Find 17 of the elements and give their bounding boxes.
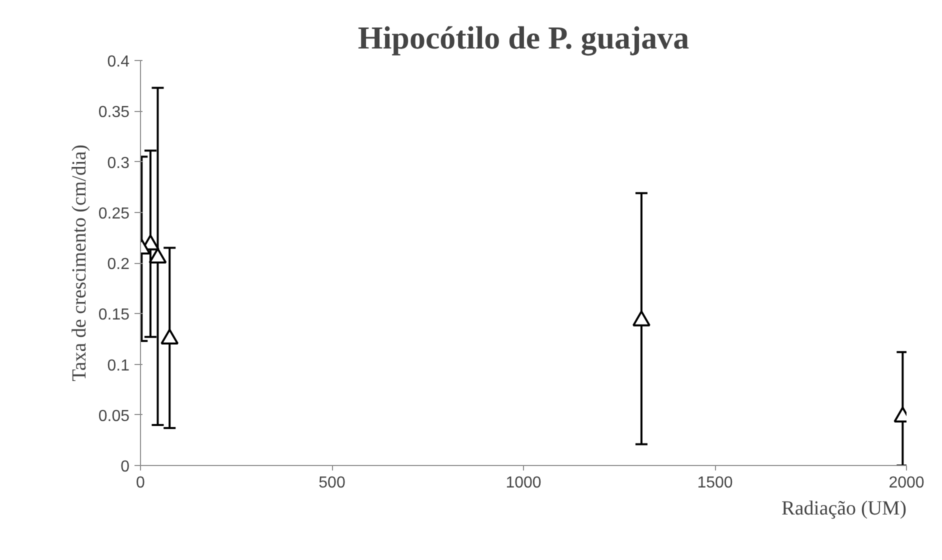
- x-tick-label: 0: [136, 474, 146, 492]
- x-tick-label: 2000: [888, 474, 924, 492]
- x-axis-title: Radiação (UM): [782, 498, 906, 520]
- x-tick-label: 1000: [506, 474, 542, 492]
- y-tick-label: 0.1: [107, 357, 130, 374]
- y-tick-label: 0.05: [98, 408, 130, 425]
- chart-title: Hipocótilo de P. guajava: [358, 20, 690, 56]
- y-axis-title: Taxa de crescimento (cm/dia): [68, 144, 90, 382]
- x-tick-label: 1500: [697, 474, 733, 492]
- y-tick-label: 0.2: [107, 256, 130, 273]
- y-tick-label: 0.4: [107, 54, 130, 70]
- x-tick-label: 500: [318, 474, 346, 492]
- y-tick-label: 0: [120, 458, 130, 476]
- y-tick-label: 0.35: [98, 104, 130, 122]
- y-tick-label: 0.25: [98, 205, 130, 222]
- y-tick-label: 0.3: [107, 154, 130, 172]
- y-tick-label: 0.15: [98, 306, 130, 324]
